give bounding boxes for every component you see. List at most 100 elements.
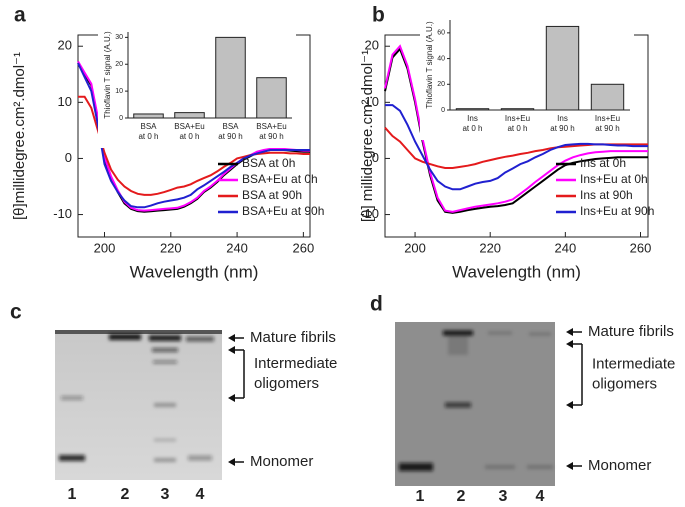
gel-band [154,438,176,442]
arrow-head [566,401,573,409]
gel-band [527,465,553,469]
gel-band [529,332,551,336]
x-tick-label: at 90 h [595,124,619,133]
x-tick-label: 240 [554,240,576,255]
legend-label: BSA+Eu at 90h [242,204,324,218]
series-line [385,104,648,191]
gel-image [395,322,555,486]
y-tick-label: 10 [115,88,123,95]
y-tick-label: 60 [437,30,445,37]
x-tick-label: 260 [293,240,315,255]
bar [545,25,580,111]
y-tick-label: 40 [437,55,445,62]
y-tick-label: 20 [365,38,379,53]
gel-band [399,463,433,471]
y-tick-label: 10 [365,94,379,109]
y-tick-label: 0 [65,150,72,165]
y-tick-label: 20 [58,38,72,53]
x-tick-label: Ins+Eu [505,114,530,123]
y-tick-label: -10 [360,206,379,221]
inset-background [420,16,634,140]
bar [455,108,490,111]
arrow-head [228,346,235,354]
gel-band [485,465,515,469]
legend-label: Ins at 0h [580,156,626,170]
lane-label: 3 [161,486,170,503]
annotation: oligomers [254,375,319,392]
arrow-head [566,328,573,336]
annotation: Monomer [250,453,313,470]
legend-label: Ins+Eu at 0h [580,172,648,186]
x-tick-label: at 90 h [550,124,574,133]
legend-label: BSA at 0h [242,156,295,170]
panel-label: d [370,293,383,316]
x-axis-label: Wavelength (nm) [130,262,259,281]
gel-band [152,348,178,352]
gel-band [59,455,85,461]
gel-band [445,402,471,408]
legend-label: BSA at 90h [242,188,302,202]
y-tick-label: 10 [58,94,72,109]
bar [256,77,287,119]
series-line [78,95,310,196]
gel-well-edge [55,330,222,334]
annotation: Mature fibrils [588,323,674,340]
gel-band [188,455,212,461]
gel-band [154,403,176,407]
arrow-head [228,334,235,342]
lane-label: 4 [196,486,205,503]
x-tick-label: Ins [467,114,478,123]
y-tick-label: -10 [53,206,72,221]
annotation: oligomers [592,375,657,392]
panel-label: a [14,4,26,27]
annotation: Mature fibrils [250,329,336,346]
bar [500,108,535,111]
y-tick-label: 30 [115,34,123,41]
y-axis-label: [θ] millidegree.cm².dmol⁻¹ [359,50,376,222]
arrow-head [228,458,235,466]
gel-band [154,458,176,462]
annotation: Monomer [588,457,651,474]
legend-label: Ins at 90h [580,188,633,202]
y-axis-label: [θ]millidegree.cm².dmol⁻¹ [11,52,28,220]
x-tick-label: BSA [140,122,157,131]
x-tick-label: 200 [404,240,426,255]
annotation: Intermediate [254,355,337,372]
gel-band [443,330,473,336]
legend-label: BSA+Eu at 0h [242,172,318,186]
panel-label: b [372,4,385,27]
x-tick-label: at 0 h [179,132,199,141]
series-line [77,62,310,209]
inset-y-label: Thioflavin T signal (A.U.) [103,31,112,119]
x-tick-label: 220 [160,240,182,255]
x-tick-label: Ins [557,114,568,123]
x-tick-label: at 90 h [259,132,283,141]
x-tick-label: BSA [222,122,239,131]
x-tick-label: at 90 h [218,132,242,141]
bar [215,36,246,119]
panel-label: c [10,301,22,324]
annotation: Intermediate [592,355,675,372]
x-tick-label: 220 [479,240,501,255]
bar [590,83,625,111]
arrow-head [566,462,573,470]
x-tick-label: at 0 h [462,124,482,133]
x-tick-label: Ins+Eu [595,114,620,123]
x-tick-label: at 0 h [507,124,527,133]
x-tick-label: BSA+Eu [256,122,286,131]
lane-label: 2 [121,486,130,503]
lane-label: 1 [68,486,77,503]
x-tick-label: at 0 h [138,132,158,141]
lane-label: 3 [499,488,508,505]
x-axis-label: Wavelength (nm) [452,262,581,281]
y-tick-label: 20 [437,81,445,88]
y-tick-label: 0 [441,107,445,114]
y-tick-label: 0 [119,115,123,122]
bar [133,113,164,119]
x-tick-label: 260 [630,240,652,255]
legend-label: Ins+Eu at 90h [580,204,654,218]
series-line [77,60,310,212]
x-tick-label: 200 [94,240,116,255]
inset-y-label: Thioflavin T signal (A.U.) [425,21,434,109]
y-tick-label: 0 [372,150,379,165]
